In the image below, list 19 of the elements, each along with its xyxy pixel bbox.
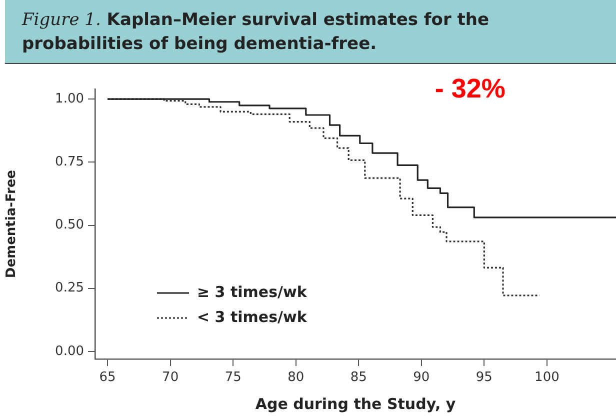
y-axis-title: Dementia-Free — [4, 170, 20, 278]
annotation: - 32% — [434, 73, 506, 104]
legend-label: < 3 times/wk — [197, 308, 308, 326]
x-tick-label: 85 — [350, 370, 367, 386]
y-tick-label: 0.00 — [55, 344, 84, 359]
x-tick-label: 70 — [162, 370, 179, 386]
y-tick-label: 0.50 — [55, 218, 84, 233]
chart-title: Figure 1. Kaplan–Meier survival estimates for the probabilities of being dementia-free. — [5, 0, 616, 64]
x-tick-label: 90 — [413, 370, 430, 386]
x-tick-label: 80 — [288, 370, 304, 386]
legend-label: ≥ 3 times/wk — [197, 282, 308, 301]
x-tick-label: 100 — [534, 370, 560, 386]
y-tick-label: 0.75 — [55, 154, 84, 170]
x-tick-label: 65 — [99, 370, 116, 386]
x-tick-label: 75 — [224, 370, 242, 386]
y-tick-label: 1.00 — [55, 91, 84, 106]
x-tick-label: 95 — [476, 370, 492, 386]
x-axis-title: Age during the Study, y — [255, 394, 456, 413]
y-tick-label: 0.25 — [55, 280, 84, 296]
